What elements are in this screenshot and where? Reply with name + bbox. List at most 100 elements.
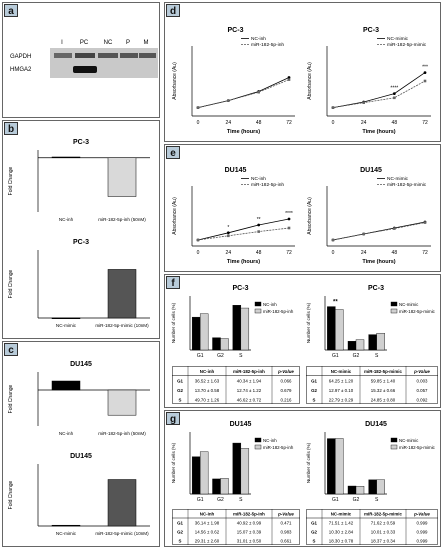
legend-swatch bbox=[390, 308, 398, 314]
panel-b-frame bbox=[2, 120, 160, 339]
table-cell: 10.01 ± 0.33 bbox=[371, 530, 396, 535]
table-header-cell: miR-182-5p-inh bbox=[233, 512, 265, 517]
panel-label-g: g bbox=[166, 412, 180, 425]
series-line-0 bbox=[197, 77, 290, 108]
table-border bbox=[306, 366, 438, 404]
y-axis-label: Absorbance (Au) bbox=[307, 197, 313, 235]
table-header-cell: NC-inh bbox=[200, 512, 215, 517]
table-border bbox=[306, 509, 438, 545]
lane-label-NC: NC bbox=[104, 40, 113, 46]
x-tick-label: G1 bbox=[332, 353, 339, 359]
legend-swatch bbox=[390, 437, 398, 443]
bar-g1-1 bbox=[199, 313, 209, 351]
x-tick-label: 72 bbox=[286, 120, 292, 126]
table-cell: G2 bbox=[311, 388, 317, 393]
bar-g2-0 bbox=[347, 341, 357, 351]
chart-f1: PC-3 Number of cells (%) G1 G2 S NC-inh miR-18… bbox=[171, 285, 294, 359]
data-point bbox=[287, 78, 291, 81]
table-cell: S bbox=[179, 539, 182, 544]
legend-label: miR-182-5p-inh bbox=[251, 182, 284, 188]
table-cell: 13.70 ± 0.58 bbox=[195, 388, 220, 393]
chart-d2: PC-3 Absorbance (Au) Time (hours) 0 24 48 72 NC… bbox=[307, 27, 431, 135]
band-hmga2-PC bbox=[73, 66, 97, 73]
x-tick-label: 24 bbox=[361, 120, 367, 126]
table-cell: 0.216 bbox=[281, 398, 293, 403]
bar-mir-182-5p-inh-50nm- bbox=[107, 157, 137, 197]
series-line-1 bbox=[332, 80, 426, 108]
table-cell: 0.057 bbox=[417, 388, 429, 393]
chart-b1: PC-3 Fold Change NC-inh miR-182-5p-inh (50n… bbox=[8, 139, 150, 222]
data-point bbox=[226, 231, 230, 235]
x-tick-label: miR-182-5p-mimic (10nM) bbox=[95, 323, 149, 328]
x-tick-label: S bbox=[375, 497, 379, 503]
x-tick-label: 0 bbox=[197, 120, 200, 126]
data-point bbox=[392, 92, 396, 95]
table-g2: NC-mimic miR-182-5p-mimic p-Value G1 71.51 ±… bbox=[306, 509, 438, 545]
row-label-gapdh: GAPDH bbox=[10, 54, 31, 60]
lane-label-I: I bbox=[61, 40, 63, 46]
bar-s-1 bbox=[376, 332, 385, 351]
table-cell: 0.661 bbox=[281, 539, 293, 544]
x-tick-label: 72 bbox=[422, 120, 428, 126]
x-tick-label: 72 bbox=[286, 250, 292, 256]
lane-label-PC: PC bbox=[80, 40, 89, 46]
lane-label-M: M bbox=[144, 40, 149, 46]
legend-swatch bbox=[254, 301, 262, 307]
chart-f2: PC-3 Number of cells (%) G1 G2 S NC-mimic miR-… bbox=[306, 285, 436, 359]
panel-label-c: c bbox=[4, 343, 18, 356]
table-cell: G2 bbox=[311, 530, 317, 535]
table-cell: 22.79 ± 0.29 bbox=[329, 398, 354, 403]
table-cell: 49.70 ± 1.26 bbox=[195, 398, 220, 403]
legend-swatch bbox=[254, 437, 262, 443]
legend-label: miR-182-5p-inh bbox=[263, 309, 294, 314]
table-cell: G1 bbox=[177, 379, 183, 384]
x-tick-label: G1 bbox=[197, 353, 204, 359]
chart-title: DU145 bbox=[365, 421, 387, 428]
panel-label-b: b bbox=[4, 122, 18, 135]
chart-e2: DU145 Absorbance (Au) Time (hours) 0 24 48 72 N… bbox=[307, 167, 431, 265]
series-line-1 bbox=[197, 227, 290, 241]
series-line-0 bbox=[197, 218, 290, 241]
table-cell: 0.066 bbox=[281, 379, 293, 384]
table-cell: 36.14 ± 1.98 bbox=[195, 521, 220, 526]
y-axis-label: Number of cells (%) bbox=[306, 302, 311, 343]
x-tick-label: NC-inh bbox=[59, 431, 74, 436]
chart-e1: DU145 Absorbance (Au) Time (hours) 0 24 48 72 N… bbox=[172, 167, 295, 265]
x-tick-label: 72 bbox=[422, 250, 428, 256]
y-axis-label: Number of cells (%) bbox=[306, 442, 311, 483]
chart-title: DU145 bbox=[70, 453, 92, 460]
chart-title: PC-3 bbox=[368, 285, 384, 292]
table-cell: 14.56 ± 0.62 bbox=[195, 530, 220, 535]
data-point bbox=[196, 238, 200, 242]
x-tick-label: G2 bbox=[353, 497, 360, 503]
table-cell: 46.62 ± 0.72 bbox=[237, 398, 262, 403]
legend-swatch bbox=[390, 301, 398, 307]
data-point bbox=[257, 223, 261, 227]
table-cell: 0.471 bbox=[281, 521, 293, 526]
significance-mark: **** bbox=[285, 211, 293, 217]
bar-g1-0 bbox=[191, 456, 201, 495]
table-cell: G1 bbox=[177, 521, 183, 526]
table-header-cell: miR-182-5p-mimic bbox=[364, 369, 402, 374]
band-gapdh-M bbox=[139, 53, 156, 58]
bar-s-0 bbox=[368, 479, 377, 495]
bar-mir-182-5p-mimic-10nm- bbox=[107, 479, 137, 527]
x-axis-label: Time (hours) bbox=[227, 129, 260, 135]
table-cell: 12.97 ± 0.10 bbox=[329, 388, 354, 393]
table-cell: 71.62 ± 0.59 bbox=[371, 521, 396, 526]
x-tick-label: 48 bbox=[392, 120, 398, 126]
x-tick-label: 48 bbox=[392, 250, 398, 256]
y-axis-label: Fold Change bbox=[8, 384, 14, 413]
table-cell: G2 bbox=[177, 388, 183, 393]
table-cell: G2 bbox=[177, 530, 183, 535]
table-cell: 15.07 ± 0.39 bbox=[237, 530, 262, 535]
table-cell: 36.52 ± 1.63 bbox=[195, 379, 220, 384]
table-g1: NC-inh miR-182-5p-inh p-Value G1 36.14 ± 1.9… bbox=[172, 509, 300, 545]
table-cell: 29.31 ± 2.60 bbox=[195, 539, 220, 544]
bar-g2-1 bbox=[355, 486, 365, 495]
x-tick-label: 24 bbox=[226, 250, 232, 256]
legend-label: NC-mimic bbox=[387, 36, 409, 42]
data-point bbox=[287, 217, 291, 221]
y-axis-label: Number of cells (%) bbox=[171, 302, 176, 343]
table-cell: 40.34 ± 1.94 bbox=[237, 379, 262, 384]
